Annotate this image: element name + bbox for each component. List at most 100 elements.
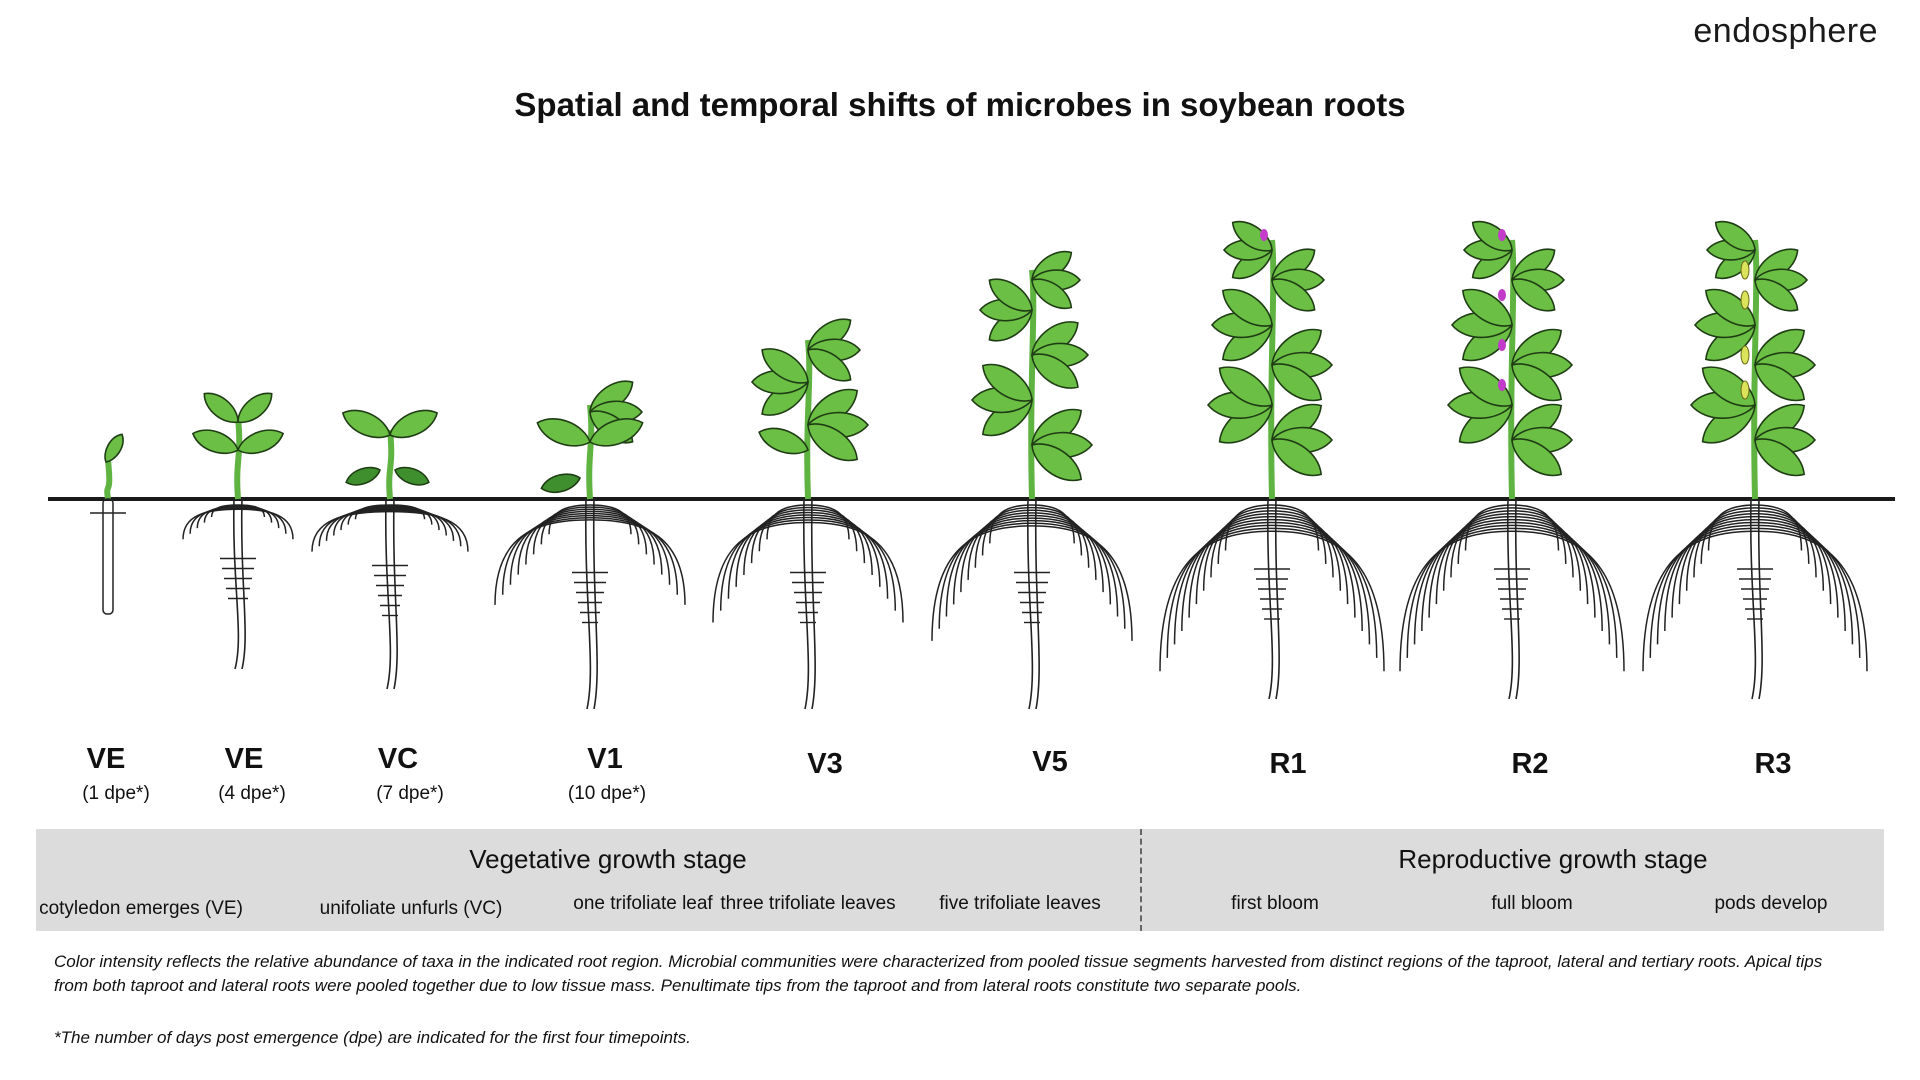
lateral-root [501, 517, 591, 595]
leaf [1754, 438, 1806, 477]
leaf [1714, 220, 1756, 252]
caption-note: Color intensity reflects the relative ab… [54, 952, 1823, 995]
leaf [1271, 363, 1323, 402]
stage-label-vc: VC [377, 743, 419, 775]
lateral-root [589, 519, 686, 605]
leaf [1221, 288, 1273, 327]
growth-stage-band [36, 829, 1884, 931]
flower [1260, 229, 1268, 241]
desc-pods-develop: pods develop [1714, 893, 1828, 914]
lateral-root [311, 510, 391, 552]
leaf [1511, 278, 1556, 312]
desc-unifoliate: unifoliate unfurls (VC) [319, 898, 503, 919]
flower [1498, 289, 1506, 301]
stage-sub-v1: (10 dpe*) [567, 783, 647, 804]
lateral-root [1464, 504, 1513, 551]
stage-sub-ve-4: (4 dpe*) [218, 783, 286, 804]
pod [1740, 345, 1750, 365]
desc-one-trifoliate: one trifoliate leaf [573, 893, 713, 914]
leaf [540, 473, 581, 493]
lateral-root [237, 507, 287, 534]
taproot [1266, 498, 1280, 700]
lateral-root [1031, 519, 1119, 617]
lateral-root [807, 521, 904, 623]
stage-label-v1: V1 [587, 743, 623, 775]
stem [104, 459, 113, 500]
leaf [1218, 366, 1273, 407]
lateral-root [1413, 524, 1513, 645]
stem [1268, 239, 1277, 500]
lateral-root [237, 508, 294, 540]
flower [1498, 229, 1506, 241]
leaf [389, 409, 439, 439]
leaf [1461, 288, 1513, 327]
lateral-root [1511, 524, 1611, 645]
stage-label-ve-4: VE [224, 743, 264, 775]
leaf [761, 348, 809, 384]
leaf [807, 348, 852, 382]
lateral-root [389, 510, 469, 552]
lateral-root [1642, 530, 1756, 672]
taproot [802, 498, 816, 710]
desc-five-trifoliate: five trifoliate leaves [939, 893, 1101, 914]
leaf [988, 278, 1033, 312]
lateral-root [1511, 530, 1625, 672]
stage-label-ve-1: VE [86, 743, 126, 775]
lateral-root [807, 506, 858, 552]
leaf [237, 392, 273, 424]
leaf [1271, 278, 1316, 312]
desc-three-trifoliate: three trifoliate leaves [720, 893, 896, 914]
pod [1740, 290, 1750, 310]
leaf [394, 466, 430, 486]
leaf [1511, 363, 1563, 402]
lateral-root [494, 519, 591, 605]
stem [386, 429, 395, 500]
stage-sub-ve-1: (1 dpe*) [82, 783, 150, 804]
lateral-root [938, 522, 1033, 629]
leaf [1031, 353, 1079, 389]
stage-label-v5: V5 [1032, 746, 1068, 778]
diagram-title: Spatial and temporal shifts of microbes … [514, 86, 1406, 123]
lateral-root [1271, 530, 1385, 672]
leaf [536, 418, 591, 447]
leaf [1704, 288, 1756, 327]
stem [1508, 239, 1517, 500]
leaf [345, 466, 381, 486]
vegetative-heading: Vegetative growth stage [469, 844, 747, 874]
lateral-root [1173, 524, 1273, 645]
lateral-root [807, 519, 897, 611]
plant-growth-illustration [48, 220, 1895, 710]
taproot [232, 498, 246, 670]
leaf [1754, 278, 1799, 312]
lateral-root [1754, 524, 1854, 645]
lateral-root [589, 517, 679, 595]
lateral-root [1707, 504, 1756, 551]
leaf [1511, 438, 1563, 477]
flower [1498, 339, 1506, 351]
leaf [341, 409, 391, 439]
lateral-root [189, 507, 239, 534]
stage-label-r3: R3 [1754, 748, 1792, 780]
band-divider [1140, 829, 1142, 931]
leaf [981, 363, 1033, 402]
lateral-root [182, 508, 239, 540]
desc-first-bloom: first bloom [1231, 893, 1319, 914]
taproot [584, 498, 598, 710]
stage-label-r2: R2 [1511, 748, 1549, 780]
leaf [1754, 363, 1806, 402]
lateral-root [1399, 530, 1513, 672]
lateral-root [1031, 522, 1126, 629]
lateral-root [758, 506, 809, 552]
lateral-root [1656, 524, 1756, 645]
footnote: *The number of days post emergence (dpe)… [54, 1028, 691, 1047]
leaf [191, 429, 239, 455]
taproot [1506, 498, 1520, 700]
lateral-root [1754, 504, 1803, 551]
lateral-root [1031, 525, 1133, 641]
lateral-root [1159, 530, 1273, 672]
leaf [807, 423, 859, 462]
taproot [1749, 498, 1763, 700]
taproot [1026, 498, 1040, 710]
leaf [758, 427, 809, 455]
stage-label-v3: V3 [807, 748, 843, 780]
